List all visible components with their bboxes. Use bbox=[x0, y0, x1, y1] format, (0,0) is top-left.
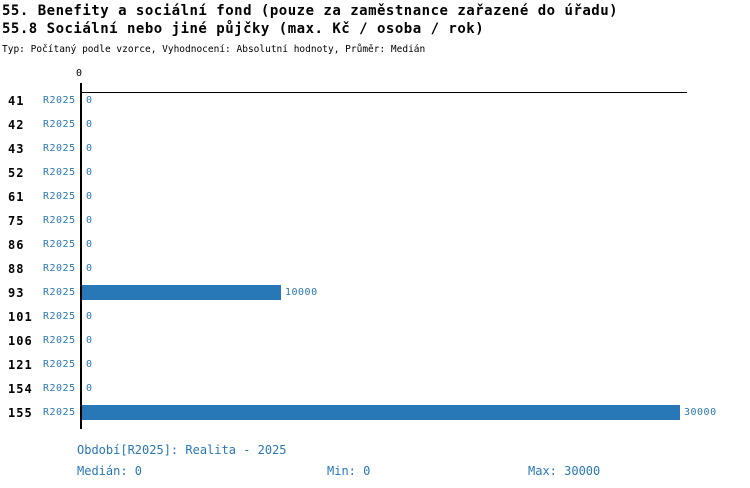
chart-row: 106 R2025 0 bbox=[0, 329, 750, 353]
chart-row: 121 R2025 0 bbox=[0, 353, 750, 377]
chart-meta-info: Typ: Počítaný podle vzorce, Vyhodnocení:… bbox=[2, 44, 426, 55]
row-category-label: 86 bbox=[8, 238, 25, 252]
chart-row: 86 R2025 0 bbox=[0, 233, 750, 257]
chart-row: 75 R2025 0 bbox=[0, 209, 750, 233]
row-value-label: 10000 bbox=[285, 287, 318, 298]
row-category-label: 42 bbox=[8, 118, 25, 132]
row-value-label: 0 bbox=[86, 335, 93, 346]
row-category-label: 43 bbox=[8, 142, 25, 156]
chart-row: 93 R2025 10000 bbox=[0, 281, 750, 305]
bar-chart-rows: 41 R2025 0 42 R2025 0 43 R2025 0 52 R2025 0 61 R2025 0… bbox=[0, 89, 750, 425]
row-bar bbox=[82, 405, 680, 420]
chart-row: 101 R2025 0 bbox=[0, 305, 750, 329]
y-axis-line bbox=[80, 83, 82, 429]
row-value-label: 0 bbox=[86, 311, 93, 322]
row-value-label: 0 bbox=[86, 215, 93, 226]
row-value-label: 0 bbox=[86, 359, 93, 370]
row-category-label: 88 bbox=[8, 262, 25, 276]
row-series-label: R2025 bbox=[43, 263, 76, 274]
chart-row: 42 R2025 0 bbox=[0, 113, 750, 137]
row-category-label: 61 bbox=[8, 190, 25, 204]
row-series-label: R2025 bbox=[43, 335, 76, 346]
median-stat: Medián: 0 bbox=[77, 464, 143, 478]
row-value-label: 30000 bbox=[684, 407, 717, 418]
row-series-label: R2025 bbox=[43, 407, 76, 418]
row-value-label: 0 bbox=[86, 239, 93, 250]
row-series-label: R2025 bbox=[43, 167, 76, 178]
row-category-label: 155 bbox=[8, 406, 33, 420]
row-series-label: R2025 bbox=[43, 143, 76, 154]
chart-row: 41 R2025 0 bbox=[0, 89, 750, 113]
row-series-label: R2025 bbox=[43, 215, 76, 226]
chart-row: 43 R2025 0 bbox=[0, 137, 750, 161]
row-series-label: R2025 bbox=[43, 95, 76, 106]
row-bar bbox=[82, 285, 281, 300]
row-value-label: 0 bbox=[86, 383, 93, 394]
row-series-label: R2025 bbox=[43, 383, 76, 394]
period-legend: Období[R2025]: Realita - 2025 bbox=[77, 443, 287, 457]
row-value-label: 0 bbox=[86, 263, 93, 274]
chart-row: 61 R2025 0 bbox=[0, 185, 750, 209]
row-series-label: R2025 bbox=[43, 287, 76, 298]
min-stat: Min: 0 bbox=[327, 464, 371, 478]
row-value-label: 0 bbox=[86, 95, 93, 106]
row-value-label: 0 bbox=[86, 167, 93, 178]
max-stat: Max: 30000 bbox=[528, 464, 601, 478]
page-title: 55. Benefity a sociální fond (pouze za z… bbox=[2, 3, 619, 19]
row-category-label: 101 bbox=[8, 310, 33, 324]
chart-row: 88 R2025 0 bbox=[0, 257, 750, 281]
row-value-label: 0 bbox=[86, 191, 93, 202]
chart-subtitle: 55.8 Sociální nebo jiné půjčky (max. Kč … bbox=[2, 21, 485, 37]
chart-row: 154 R2025 0 bbox=[0, 377, 750, 401]
chart-row: 52 R2025 0 bbox=[0, 161, 750, 185]
chart-row: 155 R2025 30000 bbox=[0, 401, 750, 425]
row-category-label: 106 bbox=[8, 334, 33, 348]
row-series-label: R2025 bbox=[43, 239, 76, 250]
row-category-label: 93 bbox=[8, 286, 25, 300]
row-category-label: 52 bbox=[8, 166, 25, 180]
row-category-label: 154 bbox=[8, 382, 33, 396]
x-axis-tick-label: 0 bbox=[76, 68, 83, 79]
row-series-label: R2025 bbox=[43, 311, 76, 322]
row-series-label: R2025 bbox=[43, 119, 76, 130]
row-category-label: 41 bbox=[8, 94, 25, 108]
row-category-label: 121 bbox=[8, 358, 33, 372]
row-series-label: R2025 bbox=[43, 191, 76, 202]
x-axis-line bbox=[81, 92, 687, 93]
row-value-label: 0 bbox=[86, 119, 93, 130]
row-series-label: R2025 bbox=[43, 359, 76, 370]
row-category-label: 75 bbox=[8, 214, 25, 228]
row-value-label: 0 bbox=[86, 143, 93, 154]
